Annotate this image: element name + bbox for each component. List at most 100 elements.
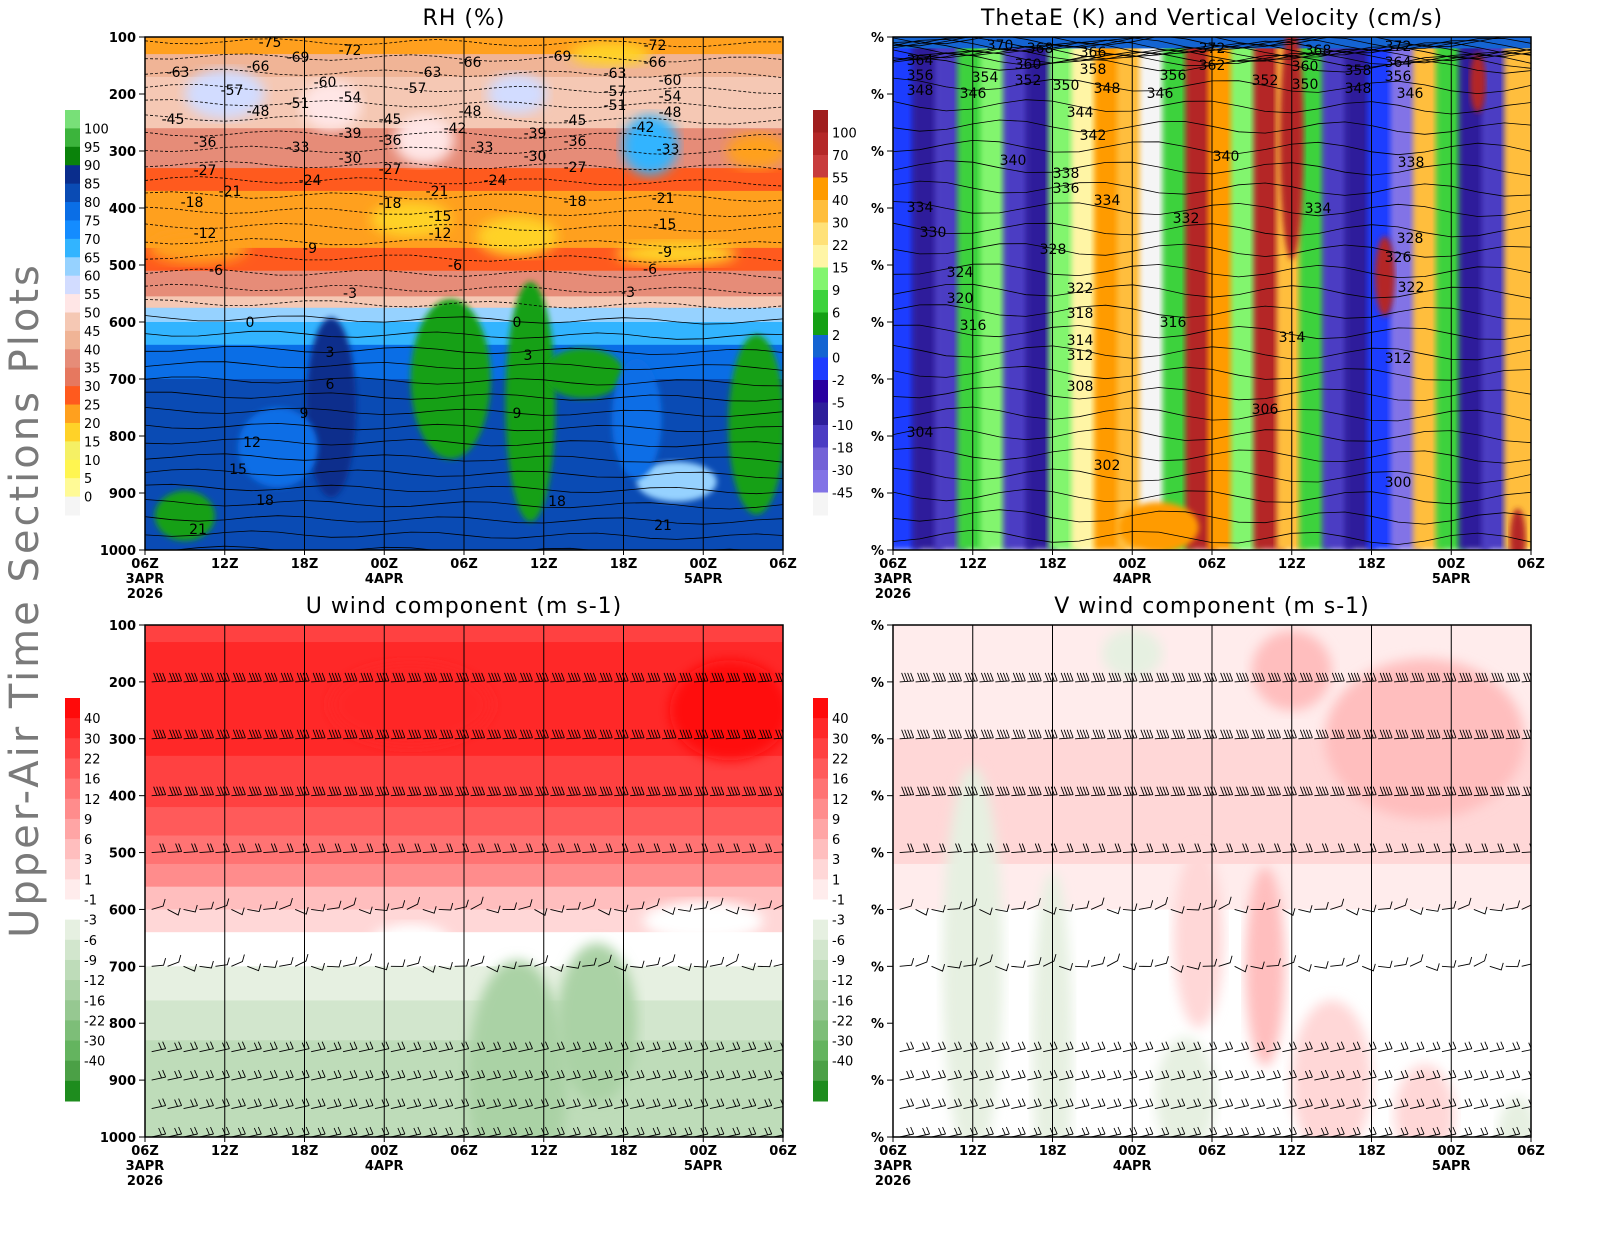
colorbar-label: -16 <box>84 994 105 1009</box>
wind-barb <box>438 729 454 740</box>
x-date-label: 2026 <box>875 1174 911 1189</box>
colorbar-label: 90 <box>84 159 101 174</box>
wind-barb <box>582 843 597 854</box>
contour-label: 364 <box>1385 55 1412 71</box>
contour-label: -45 <box>162 112 185 128</box>
contour-label: 348 <box>1094 81 1121 97</box>
wind-barb <box>1393 898 1408 910</box>
wind-barb <box>725 1069 741 1081</box>
wind-barb <box>1218 896 1232 910</box>
wind-barb <box>151 625 158 626</box>
wind-barb <box>295 843 310 854</box>
wind-barb <box>979 786 994 797</box>
wind-barb <box>486 905 501 914</box>
colorbar-label: 15 <box>832 262 849 277</box>
wind-barb <box>1441 1041 1457 1053</box>
wind-barb <box>374 672 390 683</box>
x-tick-label: 06Z <box>1517 557 1545 572</box>
wind-barb <box>1106 906 1121 915</box>
wind-barb <box>1075 1098 1090 1110</box>
y-tick-label: % <box>871 960 884 975</box>
wind-barb <box>757 1041 773 1053</box>
wind-barb <box>1122 962 1137 971</box>
wind-barb <box>1394 729 1409 740</box>
wind-barb <box>343 786 358 797</box>
contour-label: 332 <box>1173 211 1200 227</box>
wind-barb <box>518 1098 533 1110</box>
colorbar-swatch <box>65 110 80 129</box>
wind-barb <box>1059 672 1074 683</box>
wind-barb <box>1394 957 1409 967</box>
wind-barb <box>1298 729 1313 740</box>
wind-barb <box>486 786 502 797</box>
wind-barb <box>598 907 612 916</box>
wind-barb <box>1266 843 1281 854</box>
wind-barb <box>1218 955 1233 967</box>
wind-barb <box>167 954 182 967</box>
wind-barb <box>534 1041 549 1053</box>
wind-barb <box>979 625 986 626</box>
wind-barb <box>518 1041 533 1053</box>
contour-label: -9 <box>658 245 672 261</box>
contour-label: 372 <box>1385 39 1412 55</box>
wind-barb <box>677 1041 693 1053</box>
wind-barb <box>486 843 502 854</box>
colorbar-swatch <box>813 1080 828 1102</box>
colorbar-label: -16 <box>832 994 853 1009</box>
wind-barb <box>1027 1041 1042 1053</box>
wind-barb <box>1202 899 1217 910</box>
wind-barb <box>1043 1069 1058 1081</box>
y-tick-label: % <box>871 373 884 388</box>
wind-barb <box>550 1098 565 1110</box>
contour-label: 350 <box>1053 78 1080 94</box>
wind-barb <box>899 898 914 910</box>
contour-label: 318 <box>1067 306 1094 322</box>
contour-label: 364 <box>907 53 934 69</box>
wind-barb <box>1298 1069 1313 1081</box>
contour-fill <box>726 133 783 169</box>
wind-barb <box>390 672 406 683</box>
wind-barb <box>963 729 978 740</box>
contour-label: -24 <box>484 173 507 189</box>
colorbar-swatch <box>65 386 80 406</box>
wind-barb <box>1378 1041 1393 1053</box>
contour-line <box>145 299 783 310</box>
contour-label: 342 <box>1080 128 1107 144</box>
wind-barb <box>725 953 739 967</box>
wind-barb <box>741 1069 757 1081</box>
wind-barb <box>1011 960 1026 968</box>
wind-barb <box>899 1098 915 1110</box>
wind-barb <box>995 786 1010 797</box>
wind-barb <box>773 1099 783 1110</box>
wind-barb <box>1505 900 1521 910</box>
wind-barb <box>677 1098 693 1110</box>
wind-barb <box>1282 729 1297 740</box>
wind-barb <box>1457 786 1473 797</box>
contour-label: -69 <box>549 49 572 65</box>
wind-barb <box>1075 1041 1090 1053</box>
contour-label: 15 <box>229 462 247 478</box>
wind-barb <box>1410 672 1425 683</box>
wind-barb <box>1250 786 1265 797</box>
x-date-label: 5APR <box>1432 1159 1471 1174</box>
wind-barb <box>1441 729 1457 740</box>
colorbar-swatch <box>65 220 80 240</box>
wind-barb <box>757 729 773 740</box>
wind-barb <box>199 901 214 910</box>
wind-barb <box>1234 905 1249 914</box>
wind-barb <box>390 900 406 910</box>
contour-label: -66 <box>644 55 667 71</box>
wind-barb <box>279 625 286 626</box>
wind-barb <box>979 729 994 740</box>
y-tick-label: 1000 <box>100 1131 136 1146</box>
colorbar-swatch <box>65 257 80 277</box>
wind-barb <box>1330 898 1345 910</box>
wind-barb <box>1266 672 1281 683</box>
wind-barb <box>662 843 677 854</box>
x-tick-label: 12Z <box>530 557 558 572</box>
colorbar-label: -6 <box>84 934 97 949</box>
wind-barb <box>167 786 183 797</box>
wind-barb <box>1059 903 1074 912</box>
wind-barb <box>963 786 978 797</box>
wind-barb <box>979 1098 994 1110</box>
